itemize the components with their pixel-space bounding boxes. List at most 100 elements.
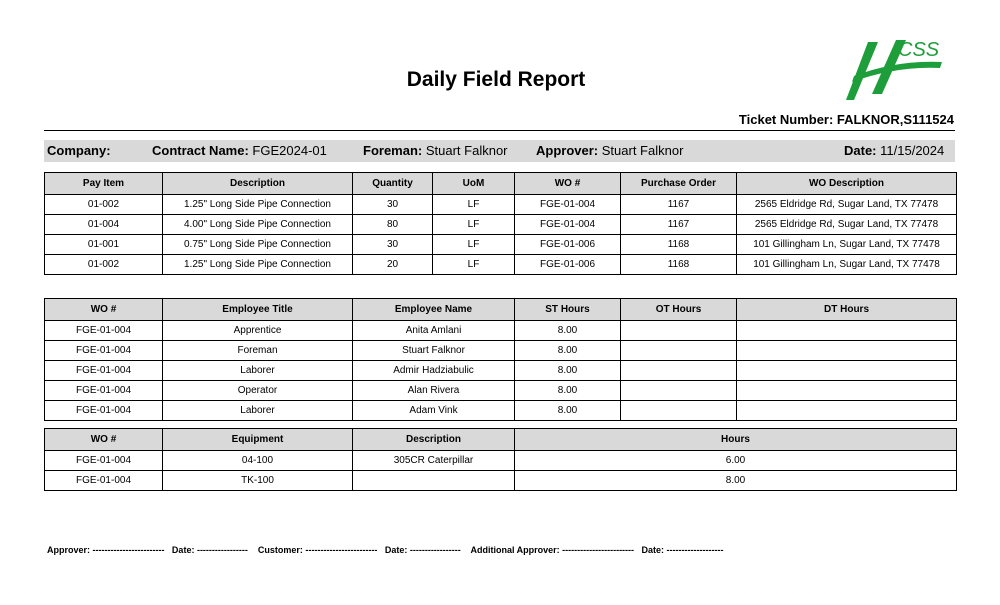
table-cell: FGE-01-004	[44, 340, 163, 361]
table-cell: 30	[352, 234, 433, 255]
table-cell: FGE-01-004	[514, 194, 621, 215]
column-header: Quantity	[352, 172, 433, 195]
table-cell: 20	[352, 254, 433, 275]
table-cell: 80	[352, 214, 433, 235]
column-header: UoM	[432, 172, 515, 195]
table-cell: 6.00	[514, 450, 957, 471]
table-cell: 0.75" Long Side Pipe Connection	[162, 234, 353, 255]
table-cell: 8.00	[514, 360, 621, 381]
table-cell: 8.00	[514, 320, 621, 341]
table-cell: 2565 Eldridge Rd, Sugar Land, TX 77478	[736, 214, 957, 235]
table-row: 01-002 1.25" Long Side Pipe Connection 20 L…	[44, 254, 957, 275]
table-cell: Alan Rivera	[352, 380, 515, 401]
table-cell: 01-002	[44, 194, 163, 215]
table-cell: LF	[432, 254, 515, 275]
table-cell	[620, 320, 737, 341]
table-cell: 305CR Caterpillar	[352, 450, 515, 471]
table-cell: Stuart Falknor	[352, 340, 515, 361]
table-cell: 1167	[620, 214, 737, 235]
table-cell	[620, 400, 737, 421]
table-row: FGE-01-004 Foreman Stuart Falknor 8.00	[44, 340, 957, 361]
table-cell: FGE-01-006	[514, 254, 621, 275]
info-bar: Company: Contract Name: FGE2024-01 Forem…	[44, 140, 955, 162]
table-cell: FGE-01-006	[514, 234, 621, 255]
column-header: Pay Item	[44, 172, 163, 195]
table-row: FGE-01-004 Apprentice Anita Amlani 8.00	[44, 320, 957, 341]
pay-items-table: Pay Item Description Quantity UoM WO # Purcha…	[44, 172, 957, 275]
table-row: FGE-01-004 Laborer Adam Vink 8.00	[44, 400, 957, 421]
table-cell	[736, 360, 957, 381]
column-header: Description	[352, 428, 515, 451]
equipment-table: WO # Equipment Description Hours FGE-01-004 0…	[44, 428, 957, 491]
date-label: Date:	[844, 143, 877, 158]
svg-text:CSS: CSS	[898, 39, 940, 61]
table-cell: FGE-01-004	[44, 380, 163, 401]
table-cell	[352, 470, 515, 491]
column-header: Purchase Order	[620, 172, 737, 195]
table-cell: Apprentice	[162, 320, 353, 341]
table-cell: FGE-01-004	[44, 360, 163, 381]
table-cell: FGE-01-004	[44, 470, 163, 491]
hcss-logo: CSS	[846, 39, 942, 100]
foreman-value: Stuart Falknor	[425, 143, 508, 158]
table-cell: 8.00	[514, 380, 621, 401]
table-cell: 01-001	[44, 234, 163, 255]
table-row: 01-004 4.00" Long Side Pipe Connection 80 L…	[44, 214, 957, 235]
header-row: Pay Item Description Quantity UoM WO # Purcha…	[44, 172, 957, 195]
column-header: WO #	[44, 428, 163, 451]
table-cell: Anita Amlani	[352, 320, 515, 341]
column-header: DT Hours	[736, 298, 957, 321]
table-cell	[620, 380, 737, 401]
column-header: ST Hours	[514, 298, 621, 321]
table-cell	[620, 340, 737, 361]
table-cell: 2565 Eldridge Rd, Sugar Land, TX 77478	[736, 194, 957, 215]
approver-value: Stuart Falknor	[601, 143, 684, 158]
table-cell: 101 Gillingham Ln, Sugar Land, TX 77478	[736, 254, 957, 275]
table-cell: Adam Vink	[352, 400, 515, 421]
table-cell: Operator	[162, 380, 353, 401]
table-cell	[736, 400, 957, 421]
table-cell: Foreman	[162, 340, 353, 361]
column-header: Equipment	[162, 428, 353, 451]
contract-label: Contract Name:	[152, 143, 249, 158]
table-cell: Laborer	[162, 360, 353, 381]
table-row: 01-002 1.25" Long Side Pipe Connection 30 L…	[44, 194, 957, 215]
table-cell: Admir Hadziabulic	[352, 360, 515, 381]
foreman-label: Foreman:	[363, 143, 423, 158]
column-header: WO #	[44, 298, 163, 321]
contract-value: FGE2024-01	[252, 143, 327, 158]
column-header: Employee Title	[162, 298, 353, 321]
table-cell: FGE-01-004	[514, 214, 621, 235]
header-row: WO # Employee Title Employee Name ST Hours O…	[44, 298, 957, 321]
table-cell: 1.25" Long Side Pipe Connection	[162, 194, 353, 215]
table-cell	[736, 340, 957, 361]
column-header: WO #	[514, 172, 621, 195]
column-header: OT Hours	[620, 298, 737, 321]
labor-table: WO # Employee Title Employee Name ST Hours O…	[44, 298, 957, 421]
table-cell: 01-004	[44, 214, 163, 235]
table-cell: FGE-01-004	[44, 320, 163, 341]
table-cell: 1.25" Long Side Pipe Connection	[162, 254, 353, 275]
column-header: WO Description	[736, 172, 957, 195]
table-cell: LF	[432, 194, 515, 215]
column-header: Hours	[514, 428, 957, 451]
table-cell: 30	[352, 194, 433, 215]
table-cell: 1167	[620, 194, 737, 215]
table-cell: 01-002	[44, 254, 163, 275]
date-value: 11/15/2024	[880, 143, 945, 158]
table-cell: FGE-01-004	[44, 450, 163, 471]
table-cell: 04-100	[162, 450, 353, 471]
table-cell	[620, 360, 737, 381]
table-cell: 1168	[620, 234, 737, 255]
table-cell: 8.00	[514, 470, 957, 491]
company-label: Company:	[47, 143, 111, 158]
table-cell: 101 Gillingham Ln, Sugar Land, TX 77478	[736, 234, 957, 255]
table-cell	[736, 380, 957, 401]
column-header: Description	[162, 172, 353, 195]
page-title: Daily Field Report	[406, 68, 586, 91]
table-row: FGE-01-004 04-100 305CR Caterpillar 6.00	[44, 450, 957, 471]
table-cell: 4.00" Long Side Pipe Connection	[162, 214, 353, 235]
table-cell: 1168	[620, 254, 737, 275]
signature-line: Approver: ------------------------ Date:…	[47, 545, 724, 555]
